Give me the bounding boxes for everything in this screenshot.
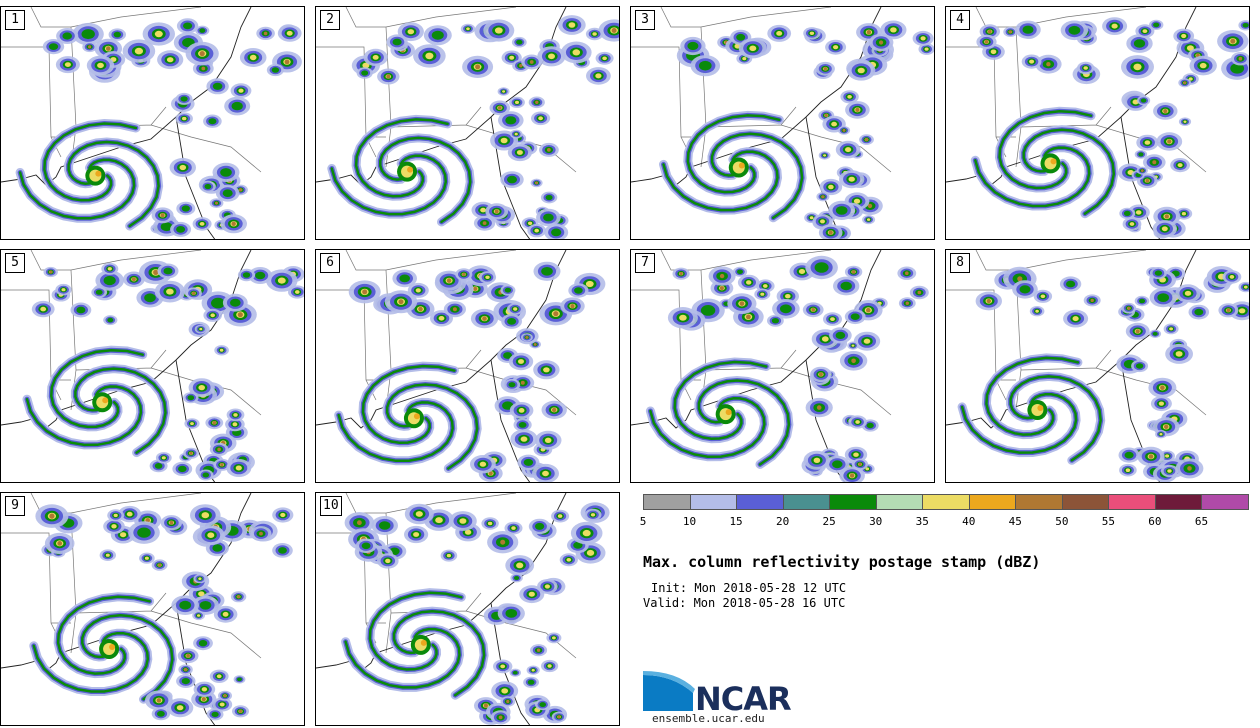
map-area	[316, 493, 610, 725]
colorbar-swatch	[968, 494, 1017, 510]
member-number-label: 1	[5, 10, 25, 30]
map-area	[946, 7, 1249, 239]
site-url: ensemble.ucar.edu	[652, 712, 765, 725]
colorbar-swatch	[875, 494, 924, 510]
ensemble-member-panel: 7	[630, 249, 935, 483]
ensemble-member-panel: 3	[630, 6, 935, 240]
colorbar-tick: 40	[962, 515, 976, 528]
ensemble-member-panel: 9	[0, 492, 305, 726]
colorbar-tick: 55	[1101, 515, 1115, 528]
colorbar-swatch	[689, 494, 738, 510]
colorbar-tick: 45	[1008, 515, 1022, 528]
map-area	[316, 250, 606, 482]
colorbar-tick: 65	[1194, 515, 1209, 528]
valid-time: Valid: Mon 2018-05-28 16 UTC	[643, 596, 846, 610]
colorbar-tick-labels: 5 10 15 20 25 30 35 40 45 50 55 60 65	[639, 515, 1248, 529]
colorbar-tick: 60	[1148, 515, 1162, 528]
ensemble-member-panel: 4	[945, 6, 1250, 240]
map-area	[316, 7, 619, 239]
ensemble-member-panel: 2	[315, 6, 620, 240]
colorbar-tick: 15	[729, 515, 743, 528]
ensemble-member-panel: 10	[315, 492, 620, 726]
colorbar-swatch	[1154, 494, 1203, 510]
member-number-label: 8	[950, 253, 970, 273]
colorbar-swatch	[643, 494, 691, 510]
member-number-label: 5	[5, 253, 25, 273]
colorbar-swatch	[1061, 494, 1110, 510]
figure-title: Max. column reflectivity postage stamp (…	[643, 553, 1041, 571]
colorbar-swatch	[736, 494, 784, 510]
colorbar-swatch	[922, 494, 970, 510]
member-number-label: 4	[950, 10, 970, 30]
ensemble-member-panel: 8	[945, 249, 1250, 483]
colorbar-swatch	[1201, 494, 1249, 510]
colorbar-tick: 5	[639, 515, 647, 528]
colorbar-swatch	[782, 494, 831, 510]
colorbar-tick: 30	[869, 515, 883, 528]
ncar-logo-text: NCAR	[695, 680, 792, 718]
colorbar-tick: 10	[682, 515, 697, 528]
map-area	[946, 250, 1249, 482]
ncar-logo-icon	[643, 671, 695, 711]
map-area	[631, 7, 934, 239]
reflectivity-colorbar	[643, 494, 1249, 512]
colorbar-swatch	[829, 494, 877, 510]
member-number-label: 3	[635, 10, 655, 30]
map-area	[1, 7, 302, 239]
colorbar-tick: 20	[775, 515, 790, 528]
colorbar-tick: 50	[1055, 515, 1069, 528]
map-area	[1, 493, 294, 725]
member-number-label: 6	[320, 253, 340, 273]
colorbar-swatch	[1015, 494, 1063, 510]
ensemble-member-panel: 1	[0, 6, 305, 240]
init-time: Init: Mon 2018-05-28 12 UTC	[651, 581, 847, 595]
member-number-label: 2	[320, 10, 340, 30]
map-area	[1, 250, 304, 482]
ensemble-member-panel: 5	[0, 249, 305, 483]
map-area	[631, 250, 929, 482]
member-number-label: 7	[635, 253, 655, 273]
colorbar-tick: 35	[915, 515, 929, 528]
colorbar-swatch	[1108, 494, 1156, 510]
member-number-label: 10	[320, 496, 342, 516]
colorbar-tick: 25	[822, 515, 836, 528]
ensemble-member-panel: 6	[315, 249, 620, 483]
member-number-label: 9	[5, 496, 25, 516]
